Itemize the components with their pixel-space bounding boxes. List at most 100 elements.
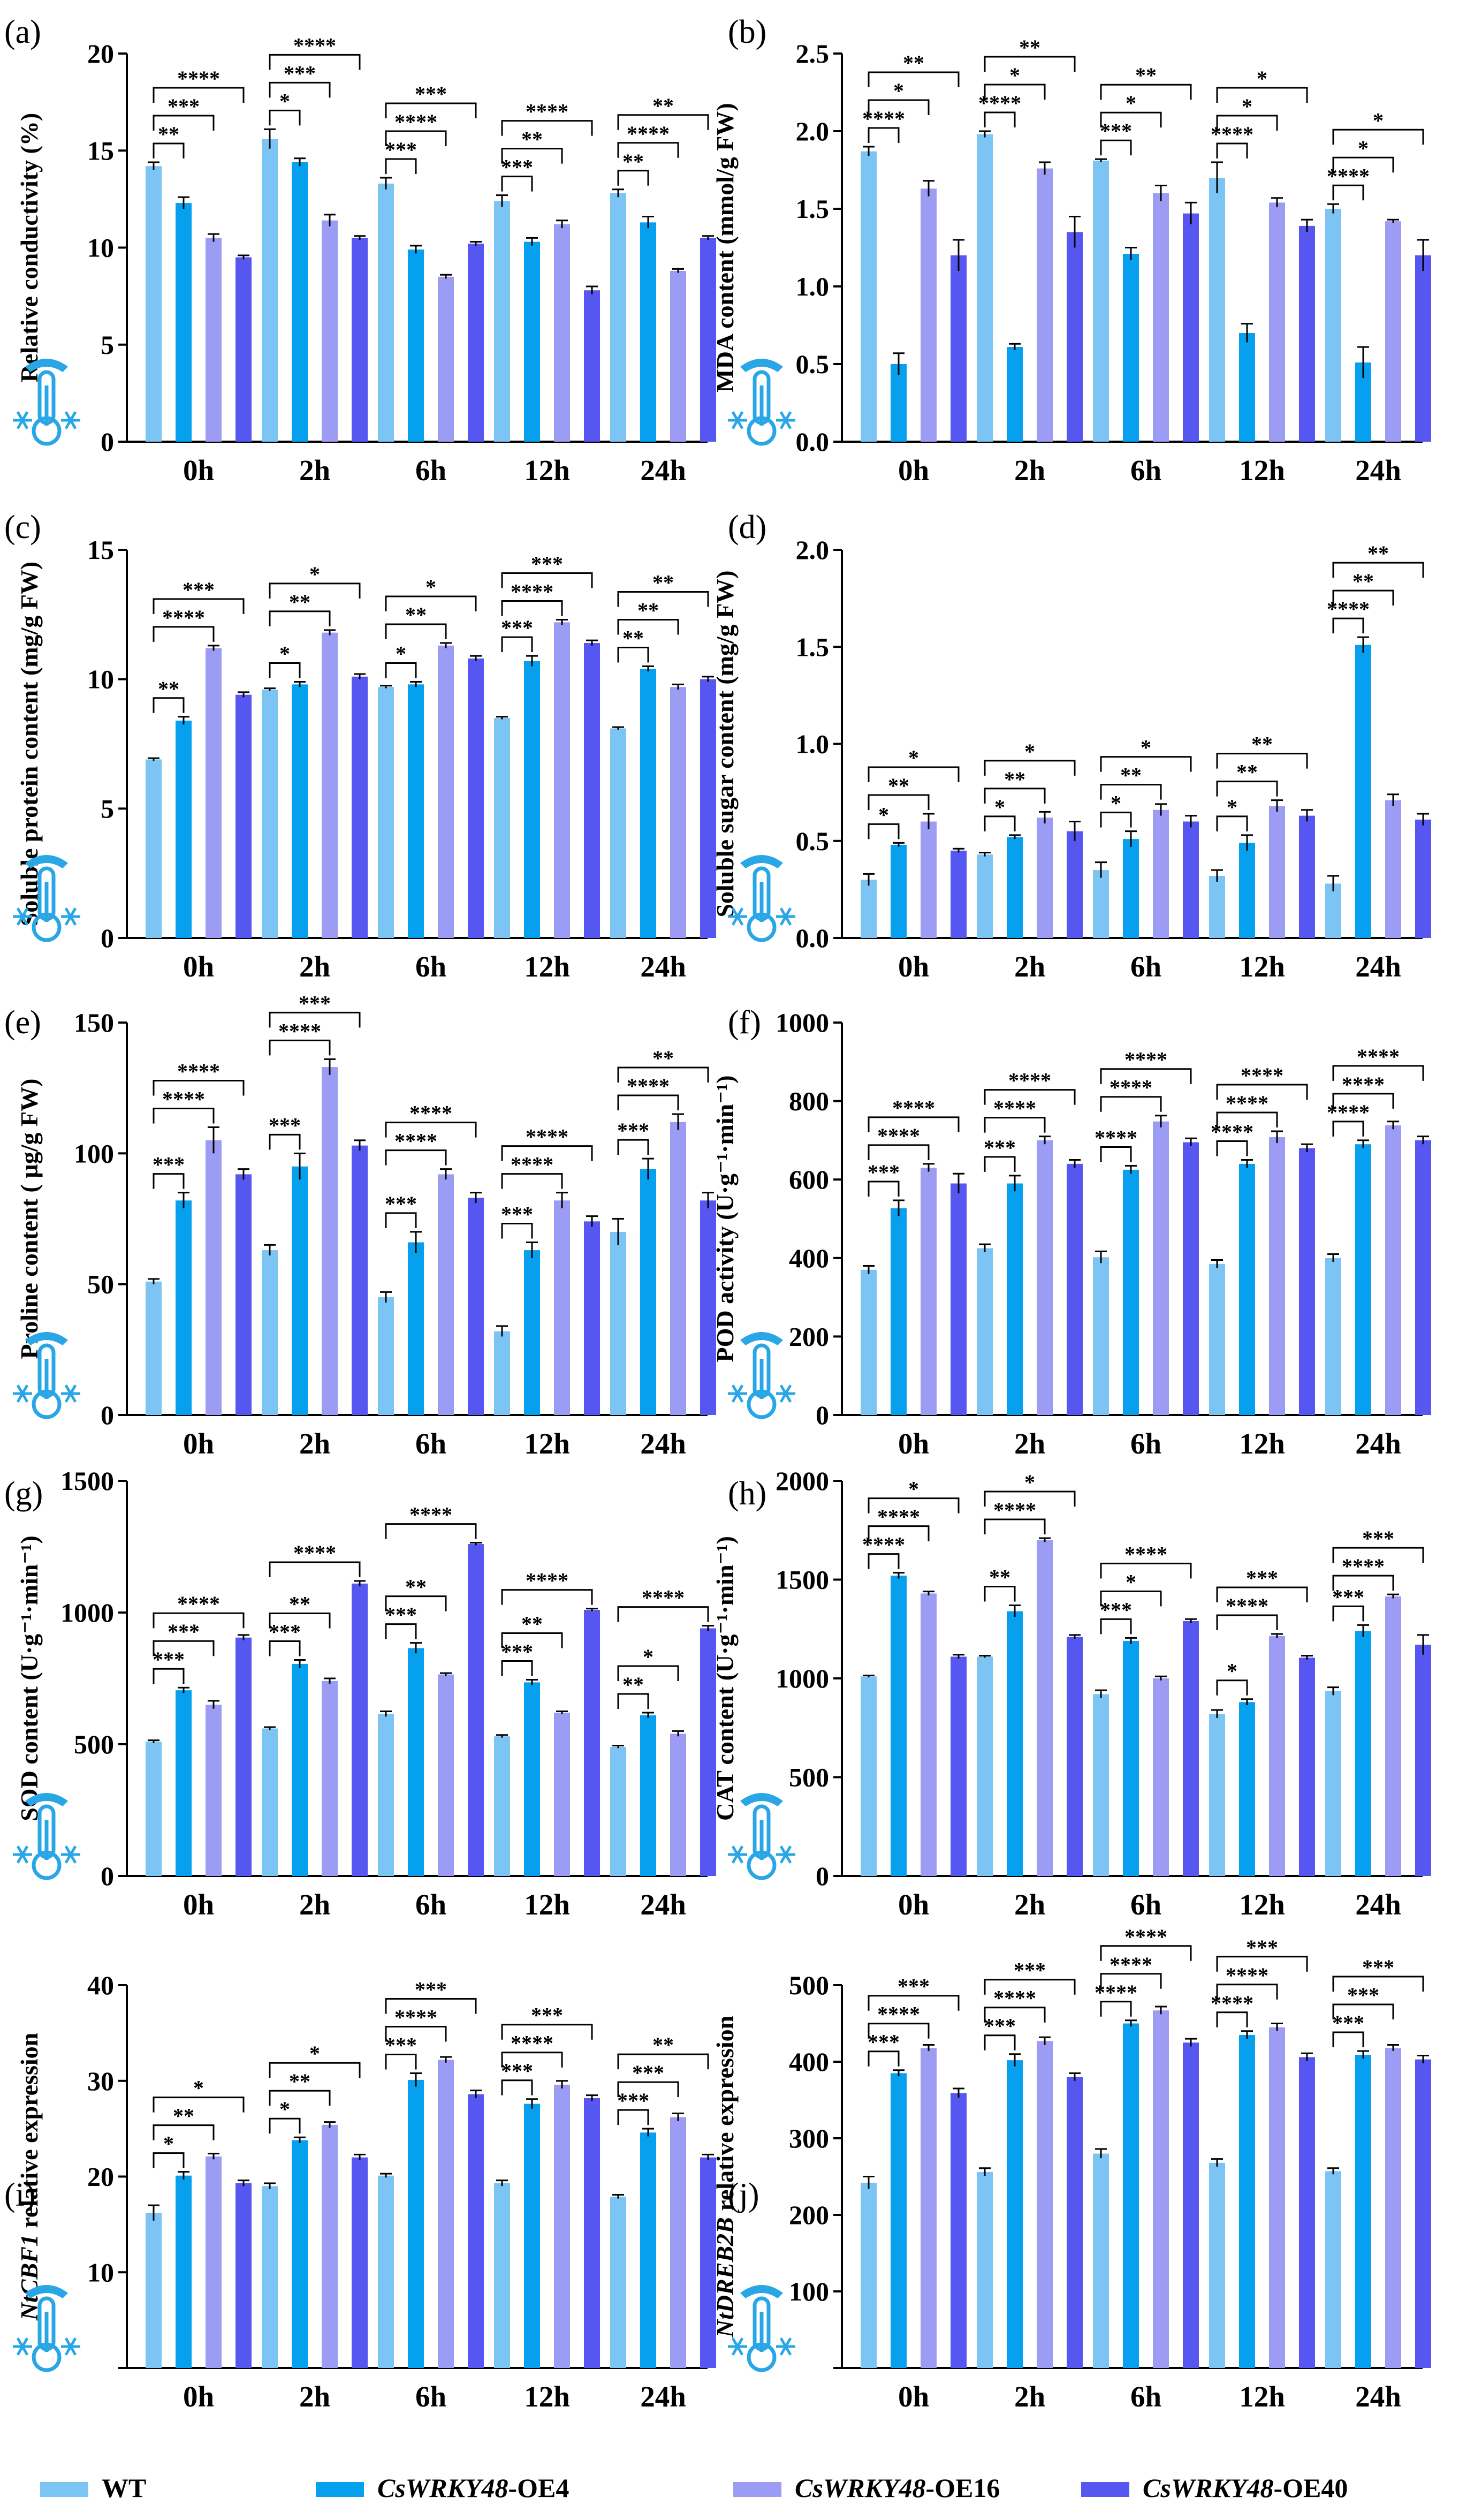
bar — [322, 1681, 338, 1876]
bar — [921, 1168, 937, 1415]
significance-label: **** — [293, 1541, 336, 1565]
legend-label-rest: -OE40 — [1274, 2473, 1348, 2503]
x-tick-label: 0h — [898, 950, 929, 983]
significance-label: **** — [409, 1503, 452, 1527]
significance-bracket — [269, 54, 361, 70]
significance-label: *** — [501, 155, 533, 179]
bar — [262, 690, 278, 938]
x-tick-label: 2h — [299, 454, 330, 487]
significance-bracket — [1332, 184, 1364, 201]
x-tick-label: 6h — [1130, 1427, 1161, 1460]
bar — [640, 1715, 656, 1876]
significance-bracket — [385, 2053, 417, 2070]
significance-bracket — [1216, 781, 1278, 797]
bar — [1007, 347, 1023, 442]
significance-label: * — [279, 642, 290, 666]
bar — [554, 622, 570, 938]
significance-label: *** — [299, 991, 331, 1015]
significance-label: *** — [415, 1977, 447, 2001]
snowflake-icon — [61, 1845, 80, 1864]
significance-label: * — [309, 2041, 320, 2065]
significance-label: *** — [632, 2061, 664, 2085]
significance-bracket — [1100, 1945, 1192, 1961]
snowflake-icon — [776, 411, 795, 429]
bar — [176, 721, 192, 938]
significance-bracket — [1332, 128, 1424, 145]
significance-label: **** — [526, 1125, 568, 1149]
snowflake-icon — [728, 2337, 747, 2356]
bar — [378, 2175, 394, 2368]
snowflake-arm — [64, 411, 77, 429]
snowflake-icon — [776, 907, 795, 926]
y-tick-label: 20 — [87, 2162, 114, 2192]
x-tick-label: 2h — [299, 1888, 330, 1921]
significance-label: * — [1373, 108, 1384, 132]
bar — [408, 1648, 424, 1876]
snowflake-arm — [16, 2337, 29, 2356]
significance-bracket — [1100, 111, 1162, 128]
bar — [524, 2103, 540, 2368]
significance-label: *** — [168, 94, 200, 118]
x-tick-label: 0h — [183, 1888, 214, 1921]
significance-bracket — [1332, 562, 1424, 578]
significance-label: * — [279, 89, 290, 113]
significance-label: ** — [289, 590, 310, 614]
cold-thermometer-icon — [728, 1332, 795, 1419]
bar — [700, 2157, 716, 2368]
bar — [1183, 821, 1199, 938]
significance-bracket — [153, 598, 245, 614]
significance-label: **** — [1008, 1069, 1051, 1093]
significance-label: **** — [1342, 1072, 1385, 1096]
significance-label: ** — [158, 122, 179, 146]
x-tick-label: 24h — [1355, 2380, 1401, 2413]
x-tick-label: 2h — [1014, 1427, 1045, 1460]
snowflake-icon — [61, 2337, 80, 2356]
bar — [1037, 818, 1053, 938]
significance-label: * — [193, 2076, 204, 2100]
bar — [1385, 800, 1401, 938]
significance-bracket — [153, 87, 245, 103]
x-tick-label: 24h — [640, 1427, 686, 1460]
significance-bracket — [617, 2053, 709, 2070]
x-tick-label: 12h — [1239, 950, 1285, 983]
snowflake-arm — [64, 1384, 77, 1403]
significance-label: *** — [868, 1160, 900, 1184]
significance-bracket — [269, 1011, 361, 1028]
bar — [408, 684, 424, 938]
significance-label: ** — [622, 626, 644, 650]
significance-label: ** — [173, 2104, 194, 2128]
significance-bracket — [1216, 2011, 1248, 2027]
bar — [1093, 161, 1109, 442]
y-tick-label: 30 — [87, 2066, 114, 2096]
bar — [1299, 225, 1315, 442]
bar — [438, 1674, 454, 1876]
significance-label: * — [1024, 1470, 1035, 1494]
significance-label: ** — [1135, 63, 1157, 87]
snowflake-icon — [13, 907, 32, 926]
snowflake-arm — [731, 1845, 744, 1864]
x-tick-label: 12h — [524, 454, 570, 487]
x-tick-label: 0h — [898, 2380, 929, 2413]
x-tick-label: 0h — [898, 454, 929, 487]
significance-label: *** — [617, 1118, 649, 1142]
significance-bracket — [984, 815, 1016, 831]
x-tick-label: 12h — [524, 1427, 570, 1460]
x-tick-label: 6h — [1130, 454, 1161, 487]
y-tick-label: 2.0 — [796, 116, 830, 146]
significance-bracket — [1216, 1140, 1248, 1156]
significance-bracket — [1100, 756, 1192, 772]
bar — [670, 271, 686, 442]
bar — [352, 2157, 368, 2368]
x-tick-label: 12h — [1239, 454, 1285, 487]
bar — [1209, 2162, 1225, 2368]
significance-bracket — [153, 697, 185, 713]
significance-label: *** — [501, 1639, 533, 1663]
significance-label: * — [396, 642, 406, 666]
significance-bracket — [501, 1589, 593, 1605]
y-tick-label: 1500 — [60, 1466, 114, 1496]
bar — [1239, 1702, 1255, 1876]
significance-bracket — [385, 1122, 477, 1138]
significance-bracket — [385, 1523, 477, 1539]
